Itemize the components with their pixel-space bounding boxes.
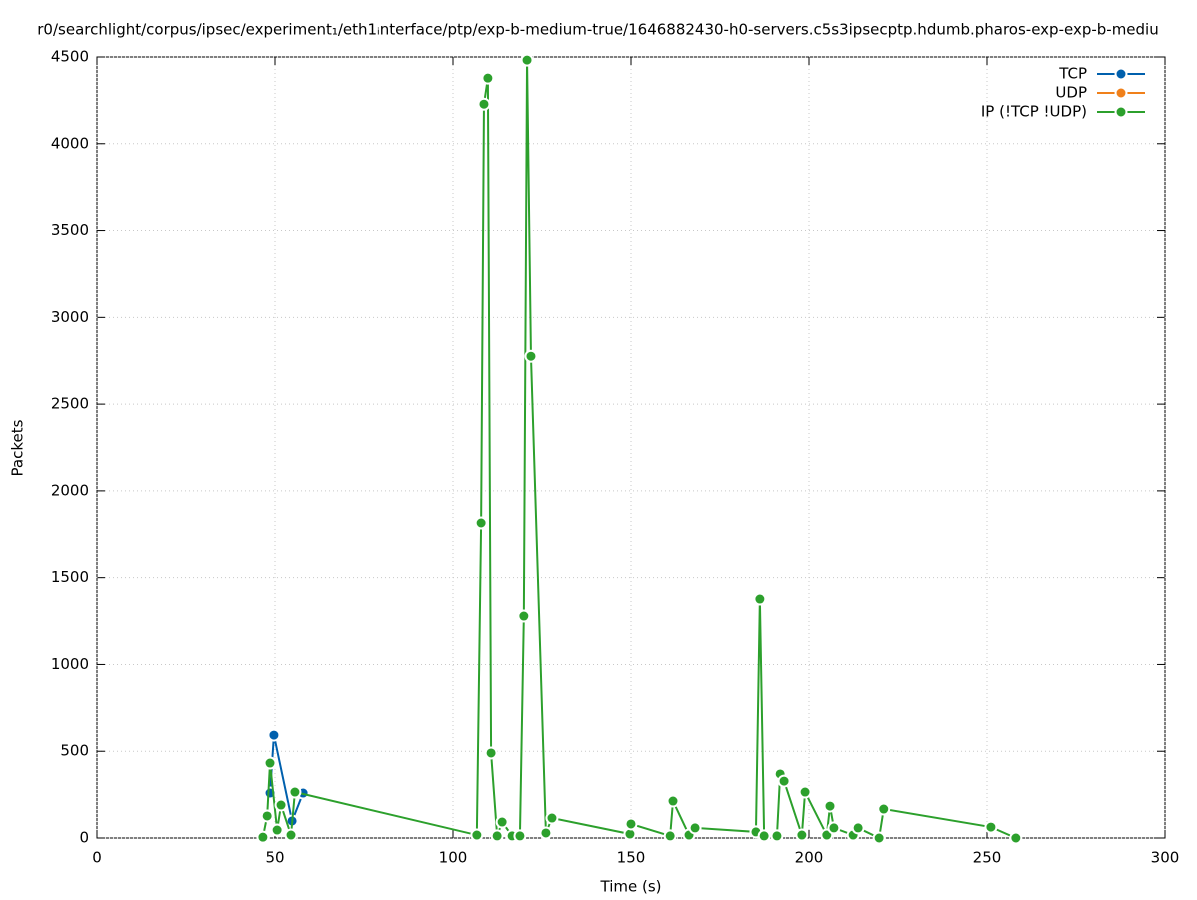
data-point xyxy=(260,809,274,823)
data-point xyxy=(524,349,538,363)
x-tick-label: 0 xyxy=(92,849,102,867)
legend-label: IP (!TCP !UDP) xyxy=(981,103,1087,121)
data-point xyxy=(984,820,998,834)
data-point xyxy=(274,798,288,812)
data-point xyxy=(877,802,891,816)
data-point xyxy=(256,830,270,844)
x-tick-label: 300 xyxy=(1151,849,1180,867)
y-tick-label: 4500 xyxy=(51,48,89,66)
data-point xyxy=(481,71,495,85)
data-point xyxy=(827,821,841,835)
y-tick-label: 0 xyxy=(79,829,89,847)
data-point xyxy=(823,799,837,813)
x-axis-label: Time (s) xyxy=(600,878,662,896)
series-line xyxy=(261,60,1017,840)
x-tick-label: 200 xyxy=(795,849,824,867)
y-axis-label: Packets xyxy=(9,419,27,476)
data-point xyxy=(288,785,302,799)
data-point xyxy=(753,592,767,606)
legend-marker xyxy=(1114,67,1128,81)
data-point xyxy=(545,811,559,825)
y-tick-label: 2500 xyxy=(51,395,89,413)
legend-marker xyxy=(1114,86,1128,100)
data-point xyxy=(267,728,281,742)
data-point xyxy=(666,794,680,808)
y-tick-label: 500 xyxy=(60,742,89,760)
data-point xyxy=(663,829,677,843)
chart-title: r0/searchlight/corpus/ipsec/experiment₁/… xyxy=(37,21,1158,39)
data-point xyxy=(770,829,784,843)
data-point xyxy=(777,774,791,788)
data-point xyxy=(474,516,488,530)
legend-marker xyxy=(1114,105,1128,119)
data-point xyxy=(270,823,284,837)
plot-frame xyxy=(96,56,1166,839)
x-tick-label: 100 xyxy=(439,849,468,867)
data-point xyxy=(477,97,491,111)
legend-label: UDP xyxy=(1055,84,1087,102)
data-point xyxy=(851,821,865,835)
y-tick-label: 2000 xyxy=(51,481,89,499)
data-point xyxy=(798,785,812,799)
y-tick-label: 3500 xyxy=(51,221,89,239)
y-tick-label: 1000 xyxy=(51,655,89,673)
data-point xyxy=(517,609,531,623)
data-point xyxy=(470,828,484,842)
data-point xyxy=(490,829,504,843)
data-point xyxy=(495,815,509,829)
data-point xyxy=(539,826,553,840)
x-tick-label: 250 xyxy=(973,849,1002,867)
data-point xyxy=(284,828,298,842)
data-point xyxy=(520,53,534,67)
data-point xyxy=(484,746,498,760)
data-point xyxy=(624,817,638,831)
legend-label: TCP xyxy=(1058,65,1087,83)
data-point xyxy=(795,828,809,842)
data-point xyxy=(757,829,771,843)
x-tick-label: 50 xyxy=(265,849,284,867)
y-tick-label: 1500 xyxy=(51,568,89,586)
data-point xyxy=(688,821,702,835)
y-tick-label: 3000 xyxy=(51,308,89,326)
data-point xyxy=(513,829,527,843)
data-point xyxy=(872,831,886,845)
x-tick-label: 150 xyxy=(617,849,646,867)
data-point xyxy=(1009,831,1023,845)
y-tick-label: 4000 xyxy=(51,134,89,152)
data-point xyxy=(263,756,277,770)
